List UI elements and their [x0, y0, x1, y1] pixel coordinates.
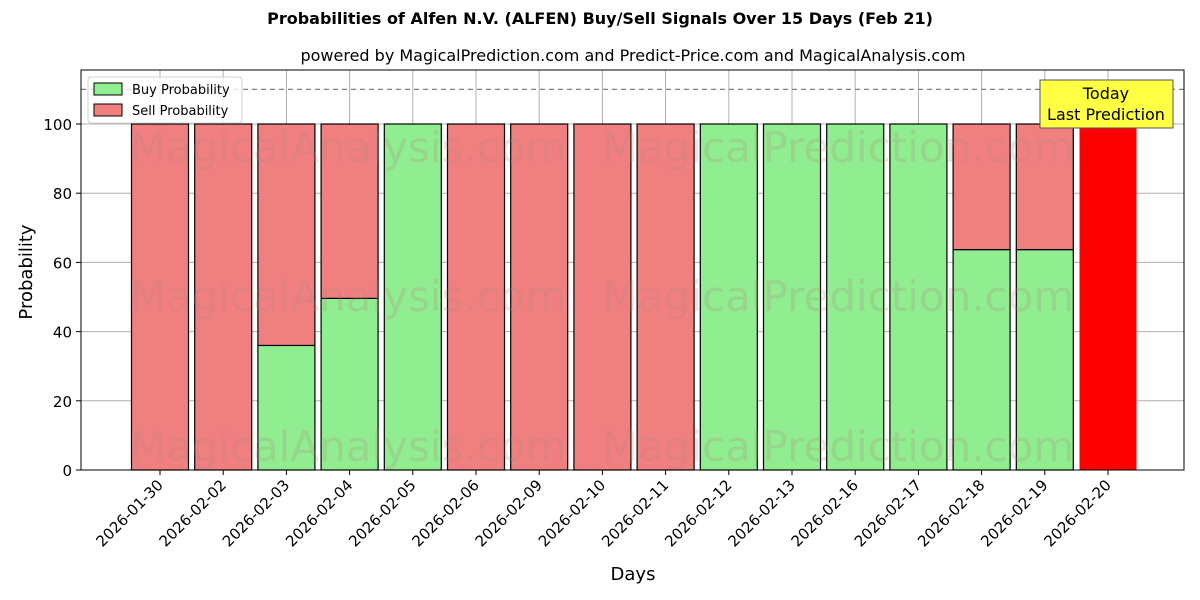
bar-sell — [194, 123, 253, 471]
watermark-text: MagicalAnalysis.com — [130, 422, 567, 471]
x-tick-label: 2026-02-02 — [156, 476, 230, 550]
x-tick-label: 2026-02-10 — [535, 476, 609, 550]
watermarks: MagicalAnalysis.com MagicalPrediction.com… — [130, 123, 1075, 471]
bar-sell — [320, 123, 379, 299]
y-tick-label: 20 — [53, 393, 72, 411]
legend: Buy Probability Sell Probability — [87, 76, 243, 124]
legend-buy-swatch — [93, 82, 123, 96]
x-tick-label: 2026-02-17 — [851, 476, 925, 550]
today-annotation: Today Last Prediction — [1039, 79, 1174, 129]
x-tick-label: 2026-01-30 — [92, 476, 166, 550]
x-tick-label: 2026-02-16 — [788, 476, 862, 550]
bar-sell — [636, 123, 695, 471]
x-tick-label: 2026-02-20 — [1040, 476, 1114, 550]
y-axis: 0 20 40 60 80 100 — [43, 116, 81, 480]
x-tick-label: 2026-02-13 — [724, 476, 798, 550]
watermark-text: MagicalPrediction.com — [602, 123, 1075, 172]
x-axis-label: Days — [611, 564, 656, 585]
annotation-line2: Last Prediction — [1047, 105, 1165, 124]
bar-buy — [699, 123, 758, 471]
bar-sell — [952, 123, 1011, 251]
bar-buy — [952, 248, 1011, 471]
plot-frame — [80, 69, 1185, 471]
x-tick-label: 2026-02-12 — [661, 476, 735, 550]
watermark-text: MagicalPrediction.com — [602, 272, 1075, 321]
legend-buy-label: Buy Probability — [132, 83, 230, 98]
bar-sell — [130, 123, 190, 471]
watermark-text: MagicalPrediction.com — [602, 422, 1075, 471]
x-axis: 2026-01-302026-02-022026-02-032026-02-04… — [92, 470, 1115, 550]
watermark-text: MagicalAnalysis.com — [130, 123, 567, 172]
y-axis-label: Probability — [16, 224, 37, 319]
watermark-text: MagicalAnalysis.com — [130, 272, 567, 321]
annotation-box — [1039, 79, 1174, 129]
y-tick-label: 40 — [53, 324, 72, 342]
x-tick-label: 2026-02-18 — [914, 476, 988, 550]
bar-sell — [1015, 123, 1074, 251]
chart-title: Probabilities of Alfen N.V. (ALFEN) Buy/… — [267, 9, 933, 28]
y-tick-label: 80 — [53, 185, 72, 203]
bar-buy — [826, 123, 885, 471]
bar-sell — [257, 123, 316, 347]
legend-sell-label: Sell Probability — [132, 104, 229, 119]
x-tick-label: 2026-02-03 — [219, 476, 293, 550]
bar-sell — [446, 123, 506, 471]
y-tick-label: 0 — [62, 462, 72, 480]
x-tick-label: 2026-02-05 — [345, 476, 419, 550]
bars — [130, 123, 1137, 471]
x-tick-label: 2026-02-11 — [598, 476, 672, 550]
chart-subtitle: powered by MagicalPrediction.com and Pre… — [300, 46, 966, 65]
y-tick-label: 100 — [43, 116, 72, 134]
bar-sell — [573, 123, 632, 471]
y-tick-label: 60 — [53, 254, 72, 272]
legend-sell-swatch — [93, 103, 123, 117]
x-tick-label: 2026-02-19 — [977, 476, 1051, 550]
x-tick-label: 2026-02-04 — [282, 476, 356, 550]
annotation-line1: Today — [1082, 84, 1129, 103]
legend-box — [87, 76, 243, 124]
bar-buy — [383, 123, 442, 471]
bar-buy — [762, 123, 822, 471]
x-tick-label: 2026-02-09 — [472, 476, 546, 550]
bar-sell-today — [1079, 124, 1137, 470]
bar-buy — [889, 123, 948, 471]
x-tick-label: 2026-02-06 — [408, 476, 482, 550]
